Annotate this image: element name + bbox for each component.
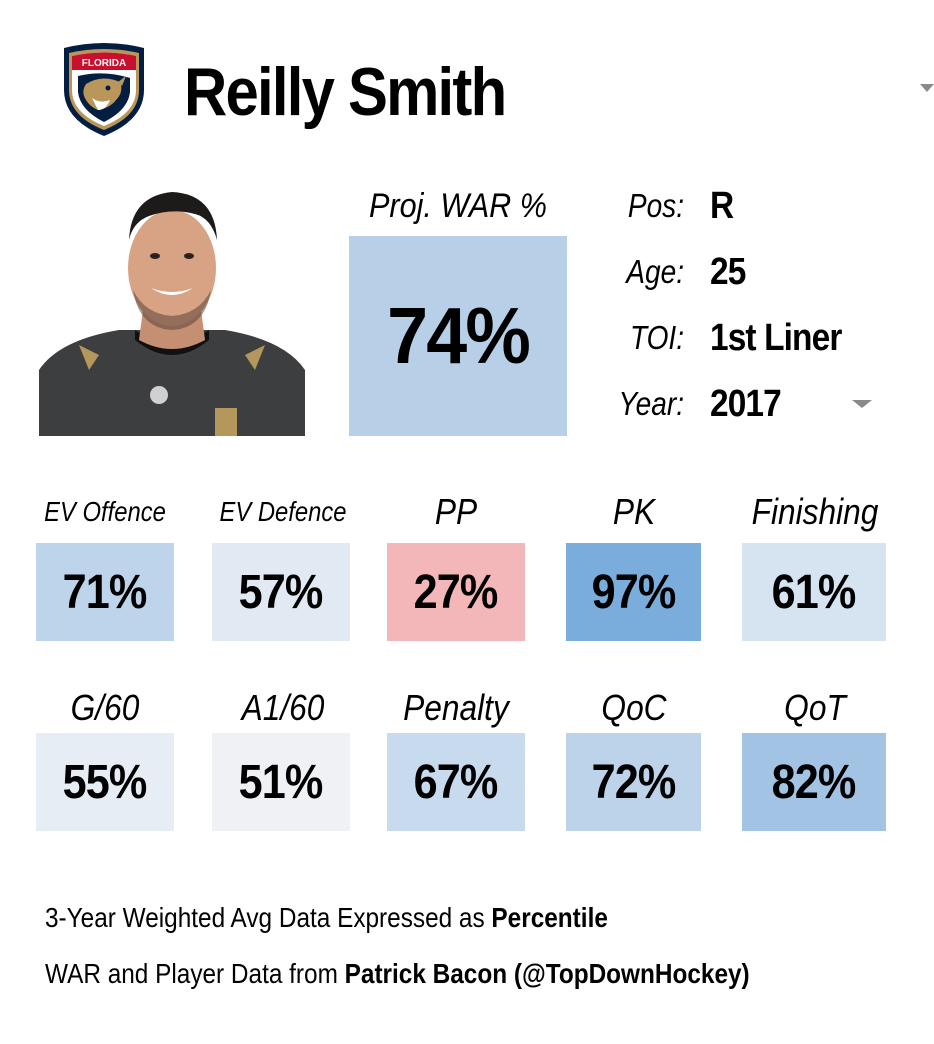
stat-value-pk: 97% xyxy=(591,565,677,619)
stat-box-qot: 82% xyxy=(742,733,886,831)
age-label: Age: xyxy=(626,253,684,290)
stat-value-pp: 27% xyxy=(414,565,499,619)
stat-label-ev-offence: EV Offence xyxy=(44,496,166,527)
proj-war-label: Proj. WAR % xyxy=(369,187,547,225)
stat-value-qot: 82% xyxy=(772,755,857,809)
stat-box-penalty: 67% xyxy=(387,733,525,831)
stat-box-finishing: 61% xyxy=(742,543,886,641)
stat-value-ev-offence: 71% xyxy=(63,565,148,619)
stat-label-g60: G/60 xyxy=(70,687,140,728)
stat-value-finishing: 61% xyxy=(772,565,857,619)
stat-label-qot: QoT xyxy=(784,687,846,728)
proj-war-value: 74% xyxy=(387,291,531,380)
footer-credit-bold: Patrick Bacon (@TopDownHockey) xyxy=(344,958,750,989)
stat-label-finishing: Finishing xyxy=(751,491,879,532)
player-photo xyxy=(39,180,305,436)
stat-value-qoc: 72% xyxy=(591,755,677,809)
toi-label: TOI: xyxy=(629,319,684,356)
stat-value-a160: 51% xyxy=(239,755,324,809)
stat-box-qoc: 72% xyxy=(566,733,701,831)
stat-label-ev-defence: EV Defence xyxy=(219,496,347,527)
pos-label: Pos: xyxy=(627,187,684,224)
toi-value: 1st Liner xyxy=(710,317,842,359)
stat-label-pk: PK xyxy=(612,491,656,532)
footer-methodology-text: 3-Year Weighted Avg Data Expressed as xyxy=(45,902,492,933)
stat-label-penalty: Penalty xyxy=(403,687,509,728)
logo-text: FLORIDA xyxy=(82,58,126,69)
stat-label-a160: A1/60 xyxy=(241,687,325,728)
stat-box-ev-defence: 57% xyxy=(212,543,350,641)
chevron-down-icon[interactable] xyxy=(920,84,934,92)
stat-value-g60: 55% xyxy=(63,755,148,809)
team-logo-icon: FLORIDA xyxy=(58,40,150,138)
footer-credit-text: WAR and Player Data from xyxy=(45,958,345,989)
stat-value-penalty: 67% xyxy=(414,755,499,809)
stat-box-g60: 55% xyxy=(36,733,174,831)
proj-war-box: 74% xyxy=(349,236,567,436)
stat-box-ev-offence: 71% xyxy=(36,543,174,641)
stat-box-pk: 97% xyxy=(566,543,701,641)
year-label: Year: xyxy=(618,385,684,422)
age-value: 25 xyxy=(710,251,746,293)
footer-credit: WAR and Player Data from Patrick Bacon (… xyxy=(45,956,750,992)
chevron-down-icon[interactable] xyxy=(852,400,872,408)
stat-box-pp: 27% xyxy=(387,543,525,641)
stat-label-pp: PP xyxy=(434,491,478,532)
stat-value-ev-defence: 57% xyxy=(239,565,324,619)
year-select[interactable]: 2017 xyxy=(710,383,782,425)
pos-value: R xyxy=(710,185,734,227)
stat-box-a160: 51% xyxy=(212,733,350,831)
stat-label-qoc: QoC xyxy=(601,687,667,728)
footer-methodology-bold: Percentile xyxy=(491,902,608,933)
player-name: Reilly Smith xyxy=(184,54,507,130)
footer-methodology: 3-Year Weighted Avg Data Expressed as Pe… xyxy=(45,900,608,936)
